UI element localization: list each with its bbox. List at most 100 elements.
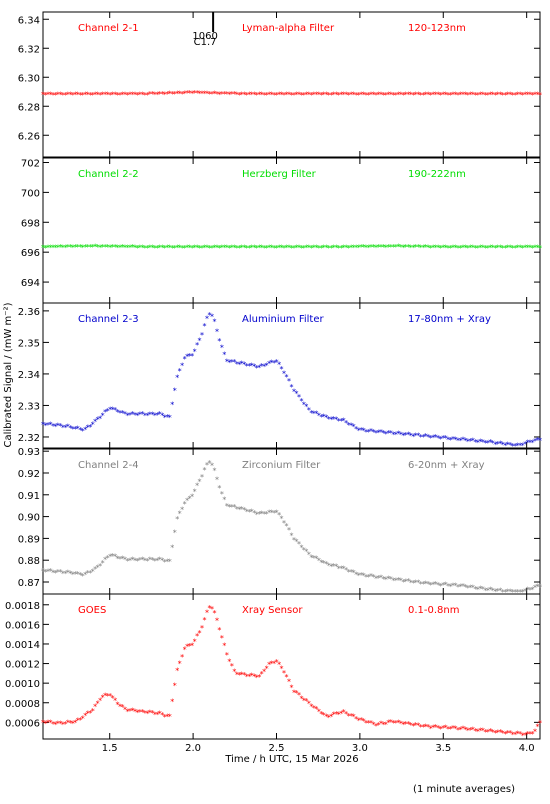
data-point: * (488, 90, 492, 99)
data-point: * (267, 243, 271, 252)
data-point: * (362, 427, 366, 436)
data-point: * (250, 508, 254, 517)
data-point: * (317, 244, 321, 253)
data-point: * (458, 436, 462, 445)
y-tick-label: 0.92 (18, 469, 40, 480)
data-point: * (376, 91, 380, 100)
y-tick-label: 6.30 (18, 73, 40, 84)
data-point: * (367, 719, 371, 728)
data-point: * (240, 243, 244, 252)
data-point: * (170, 90, 174, 99)
data-point: * (471, 583, 475, 592)
data-point: * (163, 558, 167, 567)
data-point: * (153, 91, 157, 100)
data-point: * (409, 243, 413, 252)
data-point: * (458, 583, 462, 592)
data-point: * (212, 90, 216, 99)
data-point: * (210, 244, 214, 253)
data-point: * (71, 720, 75, 729)
data-point: * (344, 91, 348, 100)
flare-class-label: C1.7 (194, 37, 217, 48)
data-point: * (466, 91, 470, 100)
data-point: * (215, 617, 219, 626)
data-point: * (439, 582, 443, 591)
data-point: * (466, 584, 470, 593)
data-point: * (285, 91, 289, 100)
data-point: * (476, 91, 480, 100)
data-point: * (143, 557, 147, 566)
data-point: * (165, 558, 169, 567)
data-point: * (506, 729, 510, 738)
y-tick-label: 0.87 (18, 578, 40, 589)
data-point: * (215, 90, 219, 99)
data-point: * (451, 724, 455, 733)
footnote: (1 minute averages) (413, 784, 515, 795)
data-point: * (170, 543, 174, 552)
data-point: * (441, 724, 445, 733)
data-point: * (337, 91, 341, 100)
data-point: * (282, 244, 286, 253)
data-point: * (538, 91, 542, 100)
data-point: * (56, 568, 60, 577)
data-point: * (168, 90, 172, 99)
data-point: * (436, 581, 440, 590)
data-point: * (302, 91, 306, 100)
data-point: * (285, 244, 289, 253)
data-point: * (334, 244, 338, 253)
data-point: * (528, 91, 532, 100)
data-point: * (394, 719, 398, 728)
data-point: * (148, 556, 152, 565)
data-point: * (297, 540, 301, 549)
data-point: * (533, 244, 537, 253)
data-point: * (304, 402, 308, 411)
data-point: * (309, 703, 313, 712)
data-point: * (188, 352, 192, 361)
y-tick-label: 0.88 (18, 556, 40, 567)
data-point: * (43, 421, 47, 430)
data-point: * (439, 91, 443, 100)
data-point: * (347, 568, 351, 577)
data-point: * (312, 409, 316, 418)
data-point: * (488, 727, 492, 736)
data-point: * (441, 581, 445, 590)
data-point: * (481, 585, 485, 594)
data-point: * (501, 244, 505, 253)
data-point: * (481, 727, 485, 736)
data-point: * (130, 410, 134, 419)
data-point: * (163, 90, 167, 99)
data-point: * (96, 563, 100, 572)
data-point: * (518, 441, 522, 450)
data-point: * (265, 244, 269, 253)
data-point: * (478, 90, 482, 99)
data-point: * (411, 432, 415, 441)
data-point: * (406, 430, 410, 439)
data-point: * (71, 244, 75, 253)
data-point: * (379, 90, 383, 99)
data-point: * (185, 89, 189, 98)
data-point: * (449, 91, 453, 100)
channel-label: Channel 2-1 (78, 23, 139, 34)
data-point: * (394, 577, 398, 586)
data-point: * (322, 711, 326, 720)
data-point: * (245, 672, 249, 681)
data-point: * (503, 91, 507, 100)
data-point: * (207, 311, 211, 320)
data-point: * (342, 243, 346, 252)
data-point: * (128, 556, 132, 565)
data-point: * (140, 410, 144, 419)
data-point: * (394, 430, 398, 439)
data-point: * (421, 723, 425, 732)
data-point: * (205, 609, 209, 618)
data-point: * (419, 91, 423, 100)
data-point: * (304, 697, 308, 706)
y-tick-label: 6.26 (18, 131, 40, 142)
data-point: * (183, 500, 187, 509)
data-point: * (473, 585, 477, 594)
data-point: * (357, 91, 361, 100)
data-point: * (483, 439, 487, 448)
data-point: * (247, 91, 251, 100)
data-point: * (511, 588, 515, 597)
data-point: * (81, 715, 85, 724)
data-point: * (354, 715, 358, 724)
data-point: * (260, 362, 264, 371)
